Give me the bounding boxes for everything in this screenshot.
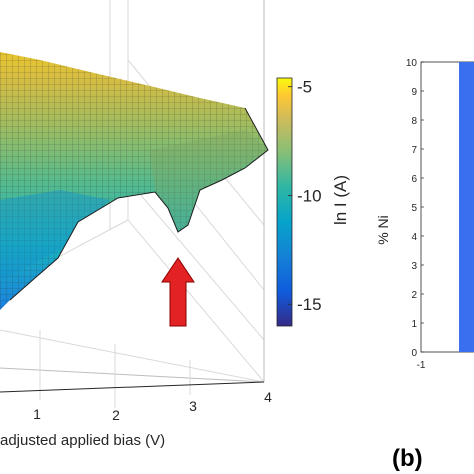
colorbar-tick-label: -15 [297, 295, 322, 314]
ni-y-tick-label: 10 [406, 58, 418, 69]
x-axis-label: adjusted applied bias (V) [0, 432, 165, 449]
x-tick-label: 3 [189, 398, 197, 414]
colorbar: -5 -10 -15 ln I (A) [276, 77, 350, 327]
axes-box [0, 0, 265, 408]
ni-x-tick-label: -1 [417, 360, 426, 371]
ni-y-tick-label: 7 [411, 145, 417, 156]
ni-y-tick-label: 0 [411, 348, 417, 359]
ni-y-axis-label: % Ni [375, 215, 391, 245]
colorbar-gradient [276, 77, 293, 327]
ni-bar [459, 62, 474, 352]
ni-y-tick-label: 4 [411, 232, 417, 243]
ni-y-tick-label: 2 [411, 290, 417, 301]
ni-y-tick-label: 5 [411, 203, 417, 214]
x-tick-label: 1 [33, 406, 41, 422]
x-tick-label: 2 [112, 407, 120, 423]
x-tick-label: 4 [264, 389, 272, 405]
red-arrow-icon [161, 257, 195, 327]
ni-y-tick-label: 3 [411, 261, 417, 272]
colorbar-ticks: -5 -10 -15 [288, 78, 322, 314]
ni-y-tick-label: 1 [411, 319, 417, 330]
panel-label-b: (b) [392, 445, 423, 472]
colorbar-tick-label: -5 [297, 78, 312, 97]
x-ticks: 1 2 3 4 [33, 389, 272, 423]
colorbar-label: ln I (A) [331, 175, 350, 225]
ni-y-tick-label: 6 [411, 174, 417, 185]
colorbar-tick-label: -10 [297, 186, 322, 205]
surface-edge [9, 107, 269, 301]
ni-y-tick-label: 8 [411, 116, 417, 127]
ni-panel: 0 1 2 3 4 5 6 7 8 9 10 -1 % Ni (b) [375, 58, 474, 472]
ni-y-ticks: 0 1 2 3 4 5 6 7 8 9 10 [406, 58, 424, 359]
surface-panel: 1 2 3 4 adjusted applied bias (V) [0, 0, 272, 449]
x-axis-line [0, 381, 265, 393]
ni-y-tick-label: 9 [411, 87, 417, 98]
